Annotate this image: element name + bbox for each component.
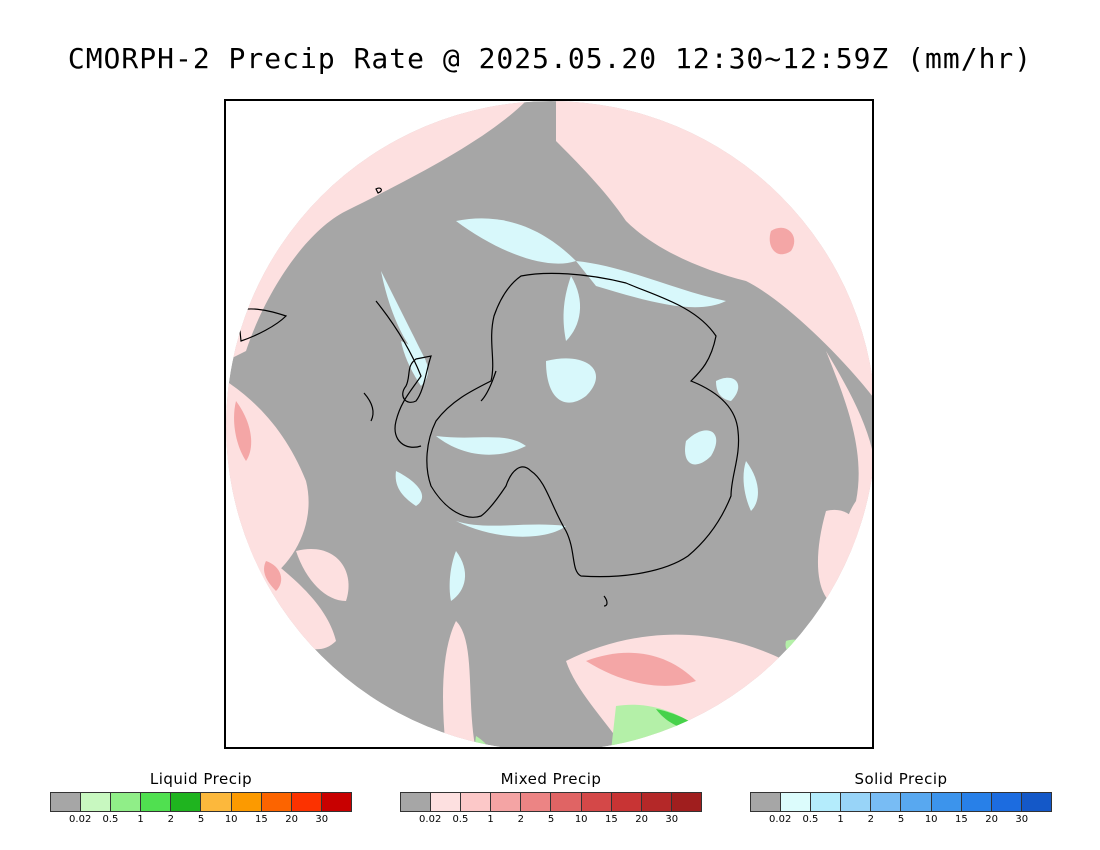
map-disc — [226, 101, 872, 747]
legend-colorbar — [750, 792, 1052, 812]
legend-liquid-precip: Liquid Precip 0.02 0.5 1 2 5 10 15 20 30 — [50, 770, 352, 828]
legend-tick-label: 15 — [605, 814, 618, 825]
legend-solid-precip: Solid Precip 0.02 0.5 1 2 5 10 15 20 30 — [750, 770, 1052, 828]
legend-swatch — [871, 793, 902, 811]
legend-swatch — [51, 793, 82, 811]
polar-precip-map — [226, 101, 872, 747]
legend-tick-label: 0.02 — [69, 814, 92, 825]
legend-tick-label: 0.5 — [452, 814, 469, 825]
legend-tick-label: 2 — [517, 814, 524, 825]
legend-tick-label: 30 — [1015, 814, 1029, 825]
legend-swatch — [231, 793, 262, 811]
legend-title: Liquid Precip — [149, 770, 253, 788]
legend-swatch — [261, 793, 292, 811]
legend-swatch — [431, 793, 462, 811]
legend-tick-label: 0.5 — [102, 814, 119, 825]
legend-title: Mixed Precip — [500, 770, 602, 788]
legend-swatch — [461, 793, 492, 811]
map-title: CMORPH-2 Precip Rate @ 2025.05.20 12:30~… — [67, 42, 1033, 75]
legend-swatch — [1021, 793, 1051, 811]
legend-swatch — [321, 793, 351, 811]
legend-tick-label: 10 — [574, 814, 588, 825]
legend-swatch — [581, 793, 612, 811]
legend-colorbar — [400, 792, 702, 812]
legend-swatch — [141, 793, 172, 811]
legend-tick-label: 2 — [167, 814, 174, 825]
legend-swatch — [991, 793, 1022, 811]
legend-swatch — [401, 793, 432, 811]
legend-swatch — [961, 793, 992, 811]
legend-tick-label: 0.02 — [419, 814, 442, 825]
legend-ticks: 0.02 0.5 1 2 5 10 15 20 30 — [400, 812, 702, 828]
legend-tick-label: 20 — [635, 814, 648, 825]
legend-ticks: 0.02 0.5 1 2 5 10 15 20 30 — [50, 812, 352, 828]
map-frame — [224, 99, 874, 749]
legend-mixed-precip: Mixed Precip 0.02 0.5 1 2 5 10 15 20 30 — [400, 770, 702, 828]
legend-swatch — [611, 793, 642, 811]
legend-tick-label: 0.02 — [769, 814, 792, 825]
legend-swatch — [521, 793, 552, 811]
legend-swatch — [201, 793, 232, 811]
legend-colorbar — [50, 792, 352, 812]
legend-tick-label: 30 — [665, 814, 679, 825]
antarctica-coastline — [237, 187, 740, 607]
legend-tick-label: 2 — [867, 814, 874, 825]
legend-tick-label: 30 — [315, 814, 329, 825]
legend-tick-label: 5 — [547, 814, 555, 825]
legend-tick-label: 20 — [285, 814, 298, 825]
legend-swatch — [811, 793, 842, 811]
legend-swatch — [671, 793, 701, 811]
legend-swatch — [781, 793, 812, 811]
legend-ticks: 0.02 0.5 1 2 5 10 15 20 30 — [750, 812, 1052, 828]
legend-tick-label: 10 — [924, 814, 938, 825]
legend-swatch — [171, 793, 202, 811]
legend-swatch — [641, 793, 672, 811]
legend-swatch — [111, 793, 142, 811]
legend-tick-label: 5 — [197, 814, 205, 825]
legend-tick-label: 10 — [224, 814, 238, 825]
legend-swatch — [551, 793, 582, 811]
legend-tick-label: 20 — [985, 814, 998, 825]
legend-tick-label: 0.5 — [802, 814, 819, 825]
legend-tick-label: 15 — [255, 814, 268, 825]
legend-swatch — [901, 793, 932, 811]
legend-title: Solid Precip — [854, 770, 948, 788]
legend-tick-label: 15 — [955, 814, 968, 825]
legend-tick-label: 1 — [137, 814, 144, 825]
legend-swatch — [491, 793, 522, 811]
legend-tick-label: 1 — [487, 814, 494, 825]
legend-tick-label: 5 — [897, 814, 905, 825]
legend-swatch — [841, 793, 872, 811]
legend-swatch — [751, 793, 782, 811]
legend-swatch — [291, 793, 322, 811]
solid-precip-field — [381, 218, 758, 601]
legend-swatch — [931, 793, 962, 811]
legend-swatch — [81, 793, 112, 811]
legend-tick-label: 1 — [837, 814, 844, 825]
